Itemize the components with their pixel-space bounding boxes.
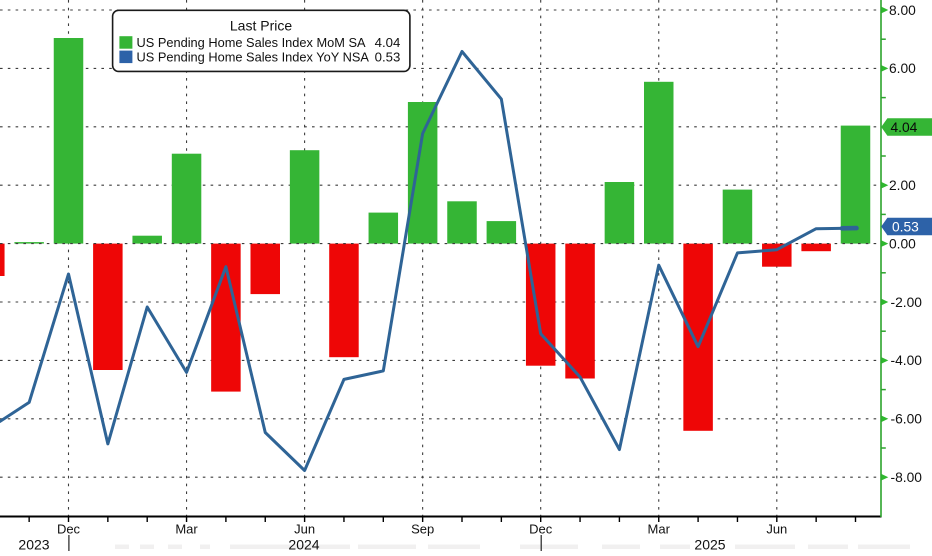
svg-text:Jun: Jun (294, 522, 315, 537)
svg-text:US Pending Home Sales Index Yo: US Pending Home Sales Index YoY NSA (137, 49, 370, 64)
svg-text:-6.00: -6.00 (891, 412, 923, 427)
svg-text:6.00: 6.00 (889, 61, 916, 76)
svg-text:-8.00: -8.00 (891, 470, 923, 485)
svg-text:Dec: Dec (529, 522, 553, 537)
svg-text:-4.00: -4.00 (891, 353, 923, 368)
svg-text:-2.00: -2.00 (891, 295, 923, 310)
svg-text:0.53: 0.53 (892, 219, 919, 234)
svg-text:2025: 2025 (694, 537, 725, 552)
svg-text:8.00: 8.00 (889, 3, 916, 18)
svg-text:2.00: 2.00 (889, 178, 916, 193)
svg-text:Mar: Mar (175, 522, 198, 537)
svg-text:Last Price: Last Price (230, 18, 292, 34)
svg-text:Jun: Jun (766, 522, 787, 537)
svg-text:0.53: 0.53 (375, 49, 401, 64)
svg-text:2023: 2023 (18, 537, 49, 552)
svg-text:Mar: Mar (648, 522, 671, 537)
svg-text:US Pending Home Sales Index Mo: US Pending Home Sales Index MoM SA (137, 35, 366, 50)
svg-text:0.00: 0.00 (889, 236, 916, 251)
svg-text:Dec: Dec (57, 522, 81, 537)
svg-text:2024: 2024 (288, 537, 319, 552)
svg-text:4.04: 4.04 (891, 120, 918, 135)
svg-text:4.04: 4.04 (375, 35, 401, 50)
svg-text:Sep: Sep (411, 522, 434, 537)
